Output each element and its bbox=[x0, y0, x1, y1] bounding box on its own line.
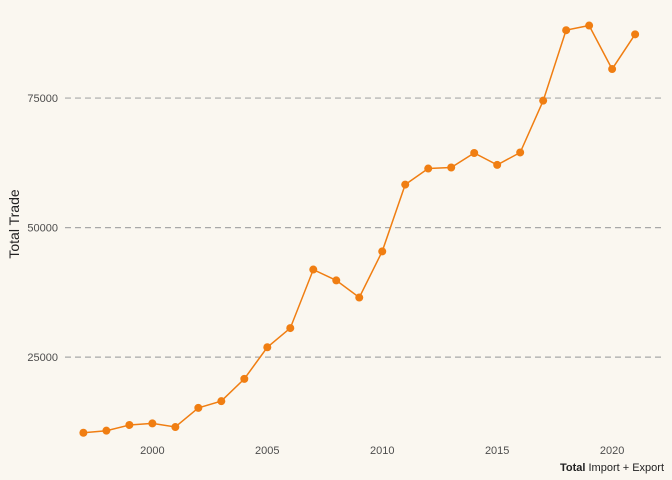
data-point bbox=[194, 403, 203, 412]
x-tick-label: 2020 bbox=[600, 445, 624, 457]
y-axis-title: Total Trade bbox=[6, 189, 22, 258]
caption-rest: Import + Export bbox=[585, 462, 664, 474]
y-tick-label: 25000 bbox=[27, 352, 58, 364]
data-point bbox=[470, 148, 479, 157]
caption-bold: Total bbox=[560, 462, 585, 474]
data-point bbox=[608, 65, 617, 74]
x-tick-label: 2015 bbox=[485, 445, 509, 457]
x-tick-label: 2005 bbox=[255, 445, 279, 457]
data-point bbox=[631, 30, 640, 39]
data-point bbox=[79, 428, 88, 437]
data-point bbox=[355, 293, 364, 302]
x-tick-label: 2010 bbox=[370, 445, 394, 457]
y-tick-labels: 25000 50000 75000 bbox=[27, 93, 58, 364]
data-point bbox=[286, 324, 295, 333]
data-point bbox=[240, 374, 249, 383]
data-point bbox=[493, 160, 502, 169]
data-point bbox=[539, 96, 548, 105]
x-tick-label: 2000 bbox=[140, 445, 164, 457]
data-point bbox=[171, 423, 180, 432]
data-point bbox=[263, 343, 272, 352]
data-point bbox=[332, 276, 341, 285]
data-point bbox=[125, 420, 134, 429]
data-point bbox=[562, 26, 571, 35]
data-point bbox=[516, 148, 525, 157]
y-tick-label: 75000 bbox=[27, 93, 58, 105]
data-point bbox=[148, 419, 157, 428]
data-point bbox=[102, 426, 111, 435]
data-point bbox=[309, 265, 318, 274]
data-point bbox=[401, 180, 410, 189]
y-tick-label: 50000 bbox=[27, 223, 58, 235]
data-point bbox=[447, 163, 456, 172]
x-tick-labels: 2000 2005 2010 2015 2020 bbox=[140, 445, 624, 457]
data-point bbox=[585, 21, 594, 30]
series-line bbox=[83, 24, 636, 434]
caption: Total Import + Export bbox=[560, 462, 664, 474]
series bbox=[79, 21, 640, 437]
gridlines bbox=[65, 97, 665, 358]
data-point bbox=[424, 164, 433, 173]
data-point bbox=[217, 397, 226, 406]
data-point bbox=[378, 247, 387, 256]
